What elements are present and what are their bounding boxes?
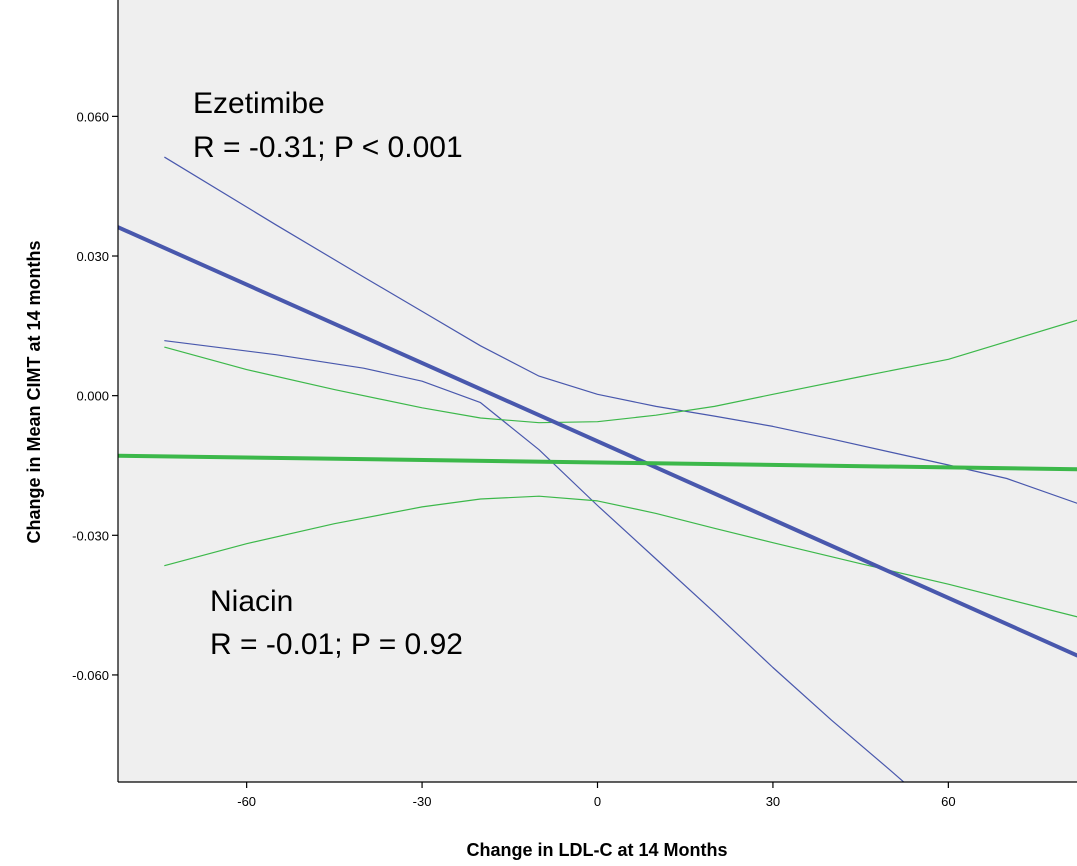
y-tick-label: -0.030 (72, 528, 109, 543)
x-tick-label: -60 (237, 794, 256, 809)
plot-area-background (118, 0, 1077, 782)
x-axis-ticks: -60 -30 0 30 60 (237, 782, 956, 809)
x-tick-label: 60 (941, 794, 955, 809)
y-axis-ticks: 0.060 0.030 0.000 -0.030 -0.060 (72, 109, 118, 683)
ezetimibe-ci-upper-line (164, 156, 1077, 504)
niacin-ci-lower-line (164, 495, 1077, 618)
annotation-ezetimibe-stats: R = -0.31; P < 0.001 (193, 131, 463, 164)
annotation-niacin-name: Niacin (210, 585, 293, 618)
x-tick-label: 30 (766, 794, 780, 809)
y-tick-label: 0.060 (76, 109, 109, 124)
niacin-ci-upper-line (164, 319, 1077, 424)
x-axis-title: Change in LDL-C at 14 Months (467, 840, 728, 860)
y-axis-title: Change in Mean CIMT at 14 months (24, 240, 44, 543)
series-layer (118, 156, 1077, 782)
x-tick-label: -30 (413, 794, 432, 809)
niacin-fit-line (118, 453, 1077, 472)
y-tick-label: 0.000 (76, 389, 109, 404)
ezetimibe-ci-lower-line (164, 340, 905, 782)
y-tick-label: -0.060 (72, 668, 109, 683)
y-tick-label: 0.030 (76, 249, 109, 264)
ezetimibe-fit-line (118, 225, 1077, 658)
x-tick-label: 0 (594, 794, 601, 809)
annotation-ezetimibe-name: Ezetimibe (193, 87, 325, 120)
annotation-niacin-stats: R = -0.01; P = 0.92 (210, 628, 463, 661)
